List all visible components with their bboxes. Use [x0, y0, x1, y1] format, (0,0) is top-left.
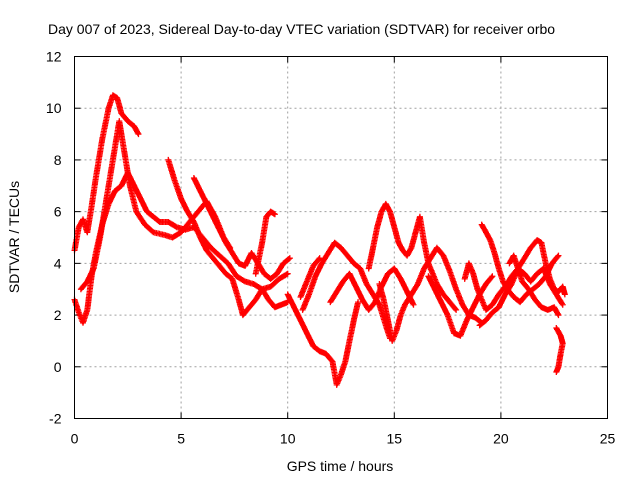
- y-tick-label: 6: [54, 204, 62, 220]
- y-tick-label: 12: [46, 49, 62, 65]
- series-track-13: [425, 273, 496, 339]
- series-track-4: [165, 156, 291, 319]
- y-tick-label: 8: [54, 152, 62, 168]
- series-track-7: [284, 291, 362, 388]
- data-points: [71, 92, 568, 388]
- x-tick-label: 0: [71, 431, 79, 447]
- series-track-18: [553, 325, 566, 375]
- x-tick-label: 5: [177, 431, 185, 447]
- x-tick-label: 15: [387, 431, 403, 447]
- data-point-markers: [476, 237, 568, 329]
- series-track-6: [252, 208, 278, 277]
- series-track-17: [506, 252, 562, 319]
- series-track-5: [190, 175, 293, 282]
- data-point-markers: [297, 255, 323, 300]
- x-tick-label: 10: [280, 431, 296, 447]
- x-tick-label: 20: [493, 431, 509, 447]
- series-track-16: [476, 237, 568, 329]
- series-track-12: [376, 244, 485, 344]
- chart-title: Day 007 of 2023, Sidereal Day-to-day VTE…: [48, 21, 555, 37]
- data-point-markers: [376, 244, 485, 344]
- data-point-markers: [327, 265, 417, 313]
- data-point-markers: [284, 291, 362, 388]
- x-tick-labels: 0 5 10 15 20 25: [71, 431, 616, 447]
- y-tick-label: -2: [49, 411, 62, 427]
- plot-frame: [74, 56, 608, 419]
- y-tick-label: 4: [54, 255, 62, 271]
- data-point-markers: [506, 252, 562, 319]
- x-axis-label: GPS time / hours: [287, 458, 394, 474]
- data-point-markers: [190, 175, 293, 282]
- data-point-markers: [553, 325, 566, 375]
- y-tick-label: 10: [46, 100, 62, 116]
- x-tick-label: 25: [600, 431, 616, 447]
- y-tick-label: 2: [54, 307, 62, 323]
- series-track-10: [327, 265, 417, 313]
- y-tick-labels: -2 0 2 4 6 8 10 12: [46, 49, 62, 427]
- data-point-markers: [165, 156, 291, 319]
- y-axis-label: SDTVAR / TECUs: [6, 181, 22, 293]
- data-point-markers: [425, 273, 496, 339]
- data-point-markers: [252, 208, 278, 277]
- y-tick-label: 0: [54, 359, 62, 375]
- series-track-9: [297, 255, 323, 300]
- plot-area: [71, 92, 568, 388]
